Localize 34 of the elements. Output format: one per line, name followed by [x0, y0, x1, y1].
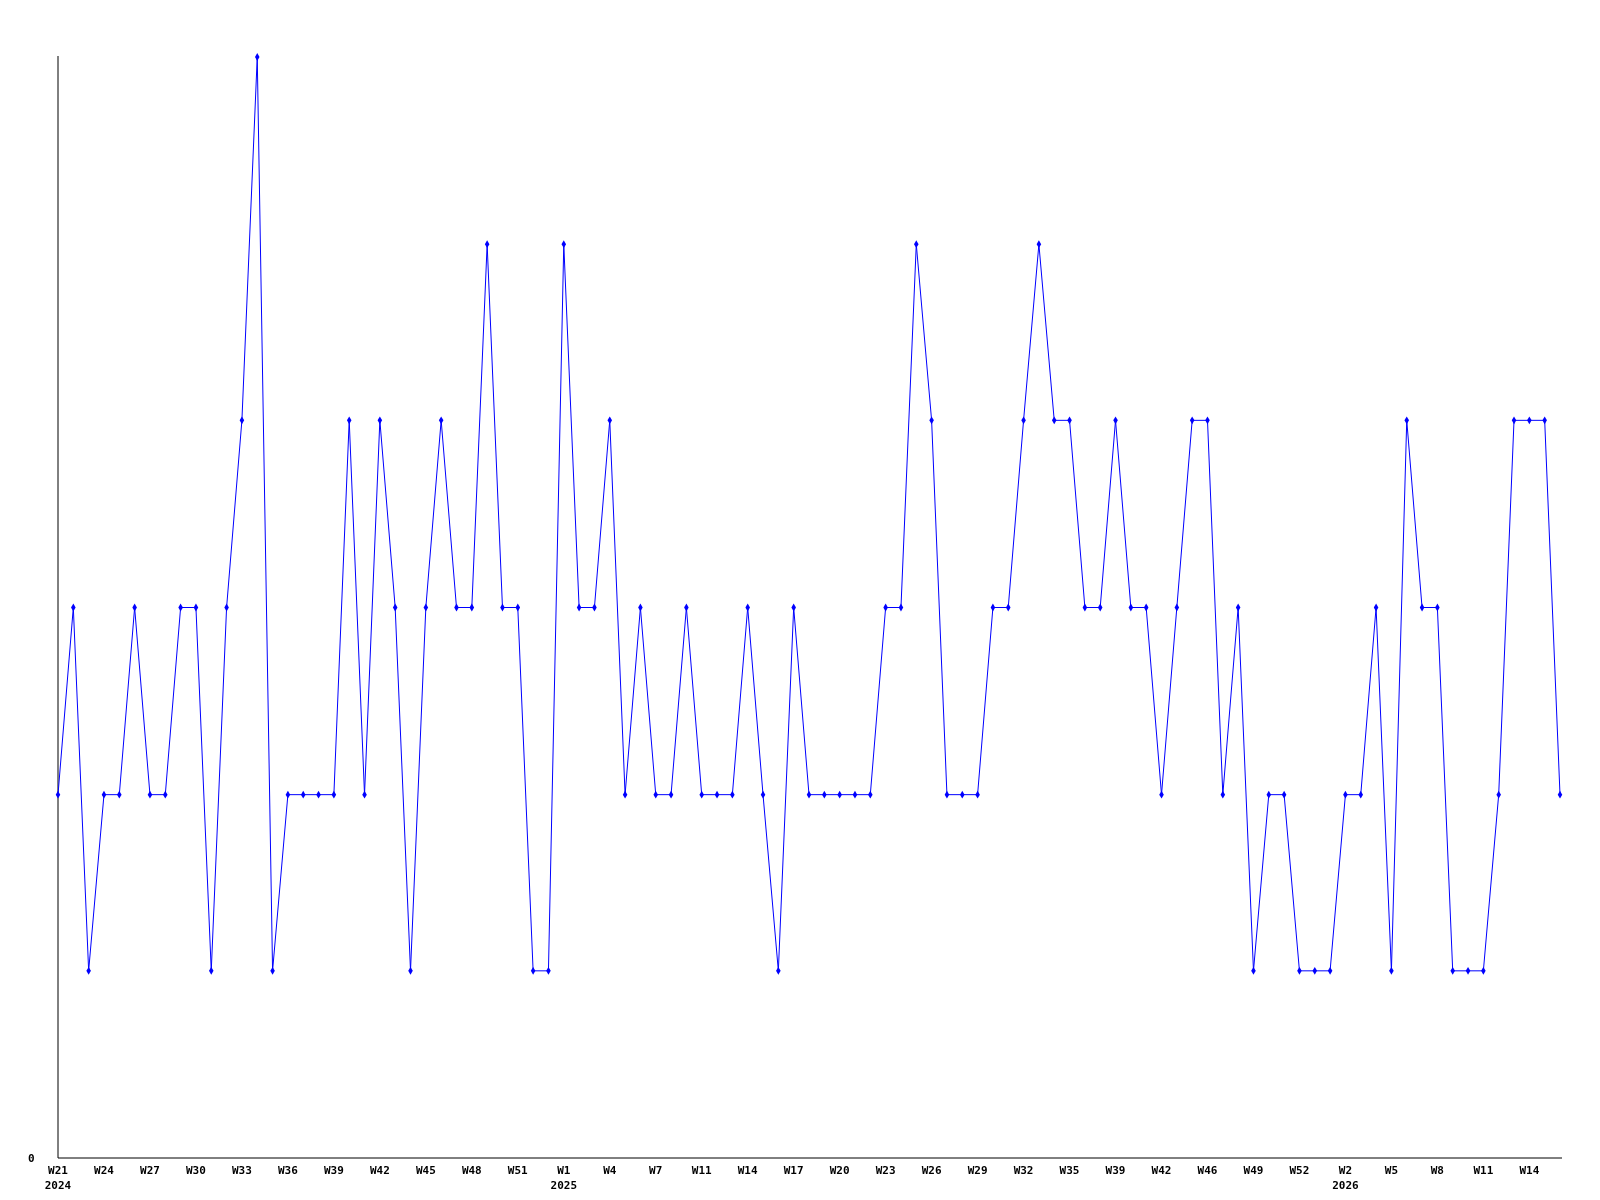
x-tick-label: W49 — [1243, 1164, 1264, 1177]
x-tick-label: W42 — [369, 1164, 390, 1177]
x-tick-label: W17 — [783, 1164, 804, 1177]
x-tick-label: W14 — [737, 1164, 758, 1177]
x-tick-label: W51 — [507, 1164, 529, 1177]
x-tick-label: W1 2025 — [550, 1164, 578, 1192]
x-tick-label: W39 — [1105, 1164, 1126, 1177]
x-tick-label: W33 — [231, 1164, 252, 1177]
x-tick-label: W30 — [186, 1164, 206, 1177]
x-tick-label: W20 — [829, 1164, 850, 1177]
x-tick-label: W8 — [1430, 1164, 1445, 1177]
x-tick-label: W11 — [691, 1164, 713, 1177]
x-tick-label: W42 — [1151, 1164, 1172, 1177]
x-tick-label: W39 — [323, 1164, 344, 1177]
x-tick-label: W32 — [1013, 1164, 1034, 1177]
x-tick-label: W36 — [277, 1164, 299, 1177]
x-tick-label: W29 — [967, 1164, 988, 1177]
x-tick-label: W35 — [1059, 1164, 1080, 1177]
x-tick-label: W2 2026 — [1332, 1164, 1360, 1192]
x-tick-label: W4 — [603, 1164, 617, 1177]
x-tick-label: W24 — [94, 1164, 115, 1177]
x-tick-label: W14 — [1519, 1164, 1540, 1177]
x-tick-label: W21 2024 — [44, 1164, 72, 1192]
text: 0 — [28, 1152, 35, 1165]
x-tick-label: W23 — [875, 1164, 896, 1177]
x-tick-label: W26 — [921, 1164, 942, 1177]
x-tick-label: W48 — [461, 1164, 482, 1177]
x-tick-label: W46 — [1197, 1164, 1218, 1177]
x-tick-label: W5 — [1384, 1164, 1399, 1177]
x-tick-label: W27 — [140, 1164, 160, 1177]
x-tick-label: W52 — [1289, 1164, 1310, 1177]
x-tick-label: W7 — [649, 1164, 663, 1177]
x-tick-label: W11 — [1473, 1164, 1494, 1177]
x-tick-label: W45 — [415, 1164, 436, 1177]
